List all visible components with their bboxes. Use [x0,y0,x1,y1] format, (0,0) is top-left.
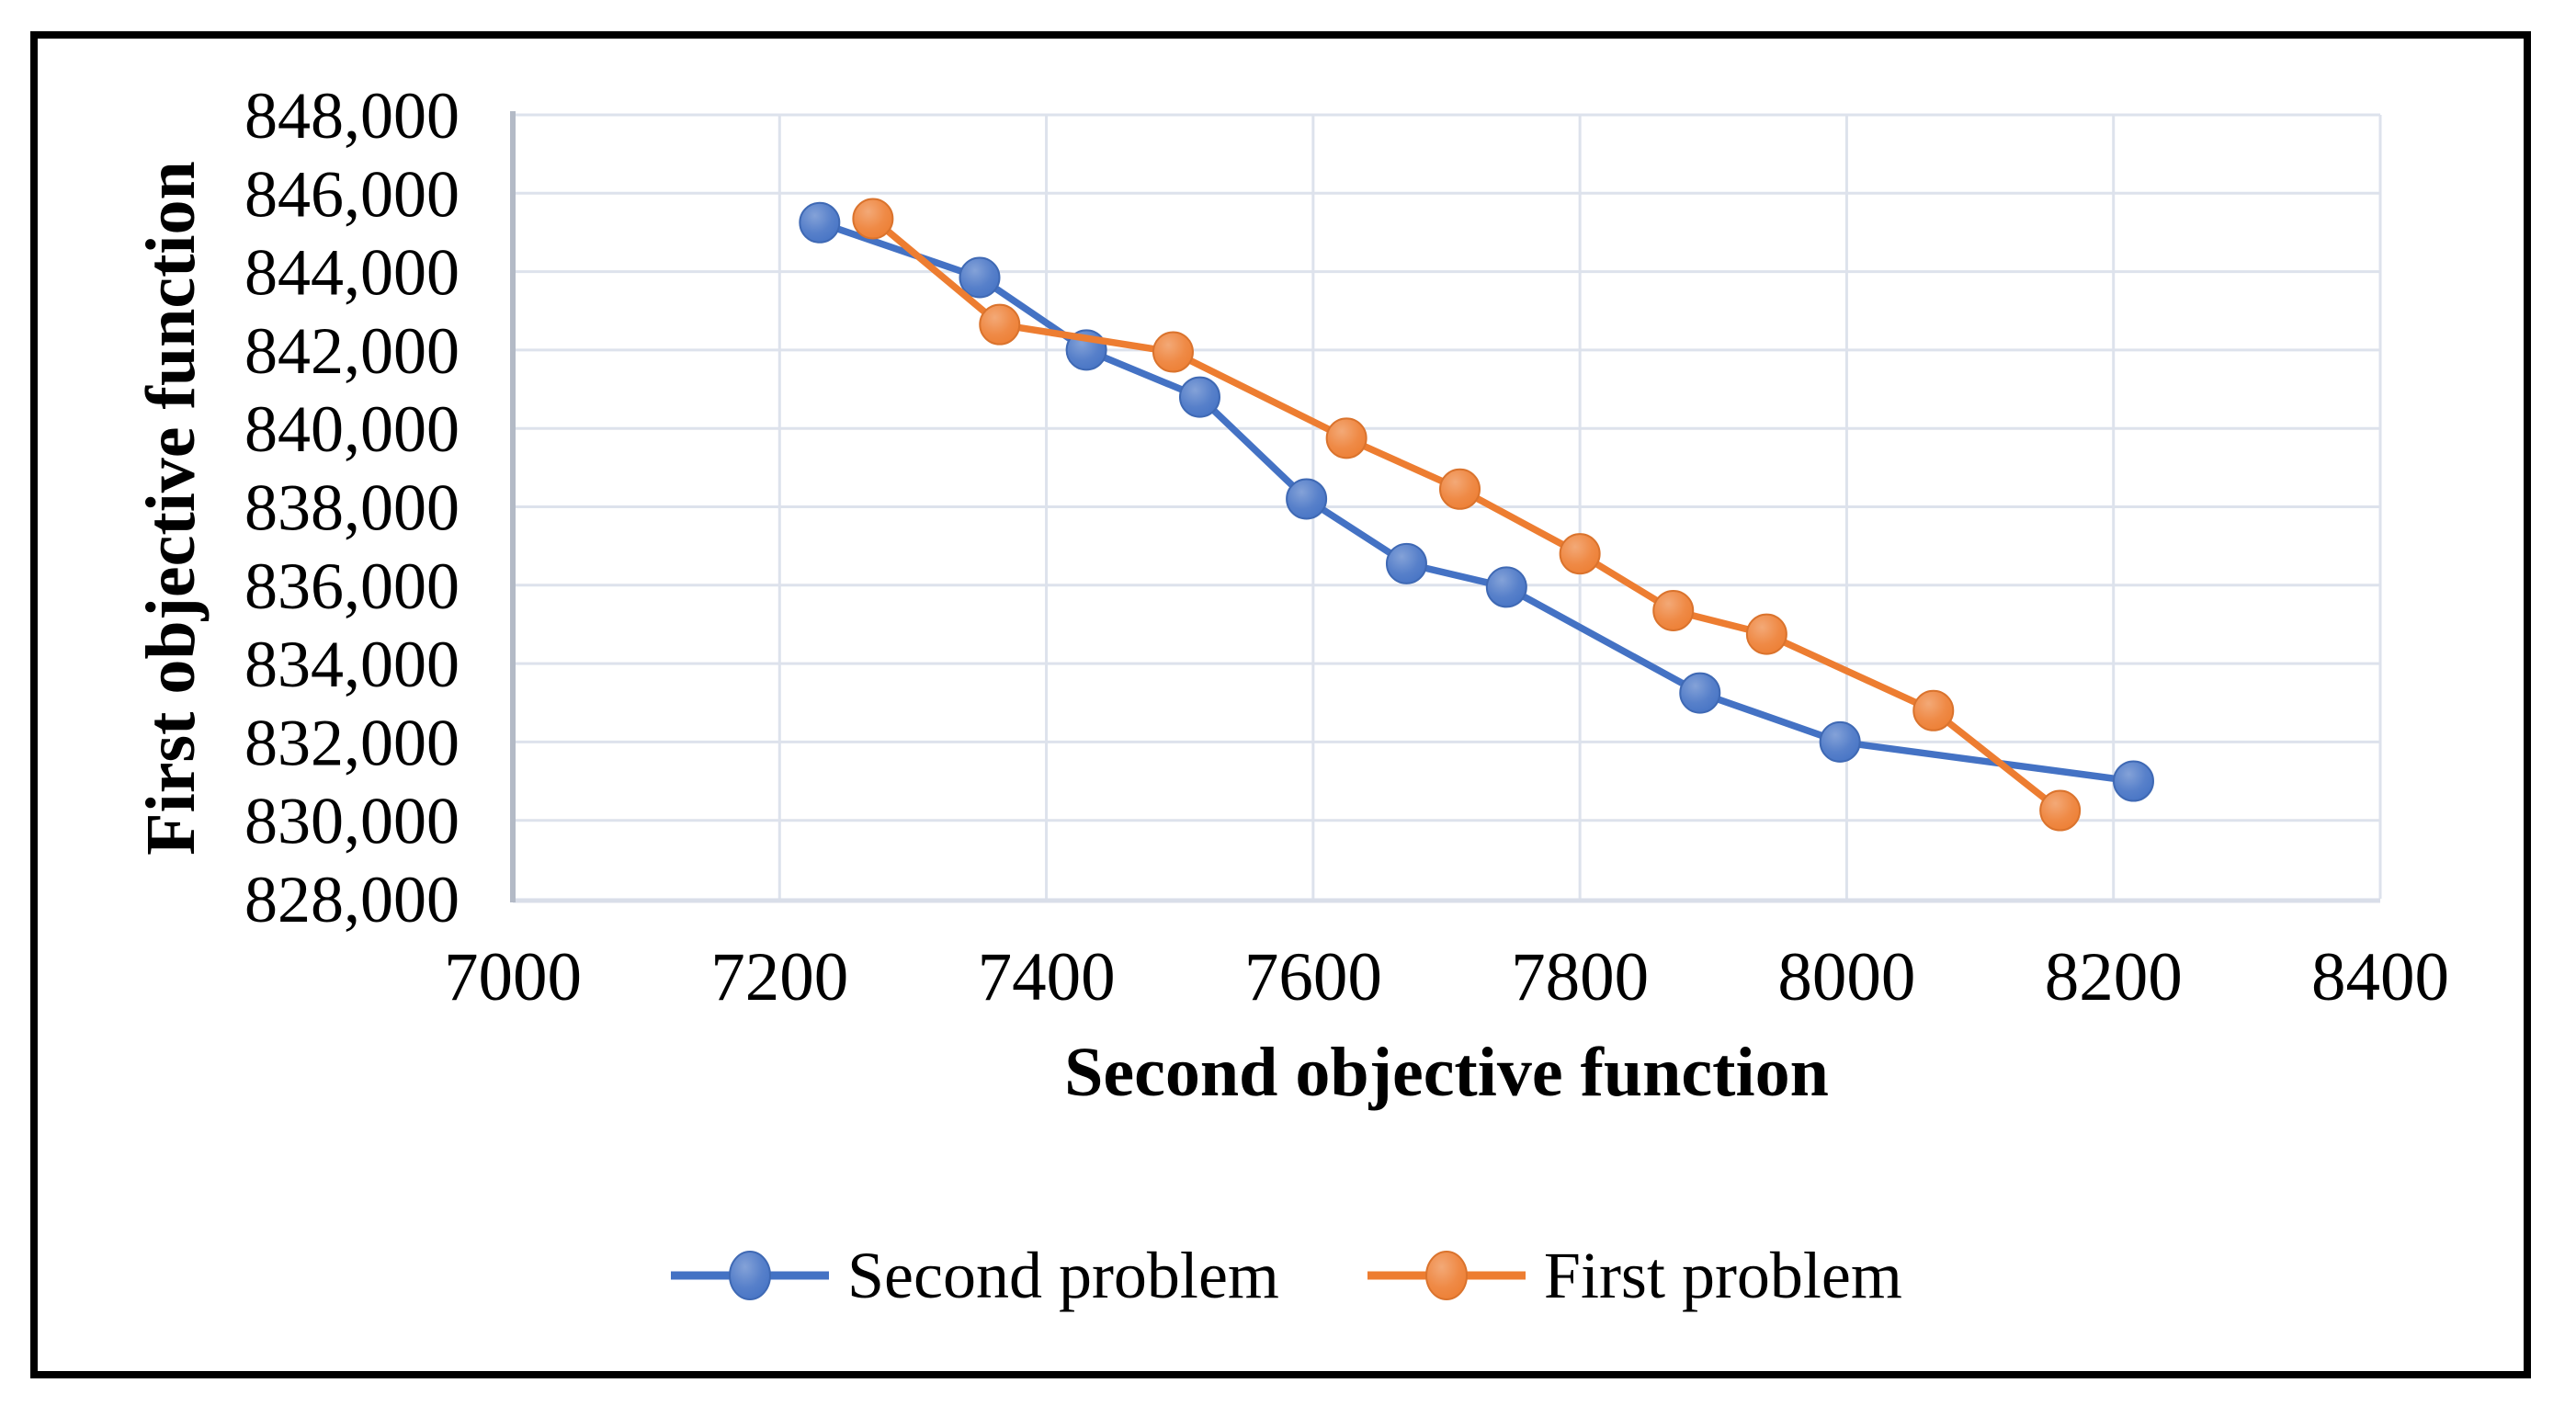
legend-label-first-problem: First problem [1543,1238,1902,1312]
x-tick-label: 7800 [1511,939,1649,1015]
legend-dot [729,1251,771,1300]
x-tick-label: 8400 [2311,939,2449,1015]
x-tick-label: 7600 [1244,939,1382,1015]
y-tick-label: 842,000 [244,314,460,388]
data-point-marker-second-problem [1178,376,1220,418]
chart-legend: Second problem First problem [667,1228,1902,1323]
data-point-marker-second-problem [1819,720,1861,763]
y-tick-label: 836,000 [244,550,460,623]
data-point-marker-first-problem [1439,468,1481,510]
y-tick-label: 838,000 [244,471,460,545]
data-point-marker-first-problem [1745,613,1787,655]
data-point-marker-second-problem [1385,542,1427,584]
legend-dot [1424,1251,1468,1300]
data-point-marker-first-problem [1325,417,1367,459]
data-point-marker-second-problem [1679,672,1721,714]
data-point-marker-first-problem [2039,789,2082,832]
y-tick-label: 846,000 [244,157,460,231]
data-point-marker-second-problem [799,201,841,244]
x-axis-title: Second objective function [1064,1034,1829,1111]
data-point-marker-first-problem [1559,533,1601,575]
y-tick-label: 832,000 [244,706,460,779]
data-point-marker-second-problem [1485,566,1527,608]
x-tick-label: 7400 [978,939,1116,1015]
data-point-marker-first-problem [1652,590,1695,632]
data-point-marker-second-problem [2112,760,2154,802]
data-point-marker-second-problem [1286,478,1328,520]
series-line-first-problem [869,215,2064,814]
y-tick-label: 844,000 [244,236,460,310]
y-tick-label: 848,000 [244,79,460,153]
x-tick-label: 8200 [2045,939,2183,1015]
data-point-marker-first-problem [979,303,1021,346]
x-tick-label: 8000 [1777,939,1915,1015]
legend-marker-first-problem-icon [1367,1251,1526,1300]
y-tick-label: 828,000 [244,863,460,936]
x-tick-label: 7000 [444,939,582,1015]
y-axis-title: First objective function [132,161,210,856]
y-tick-label: 830,000 [244,785,460,858]
data-point-marker-first-problem [1152,331,1194,373]
series-line-second-problem [816,219,2138,785]
y-tick-label: 834,000 [244,628,460,701]
data-point-marker-first-problem [852,198,894,240]
x-tick-label: 7200 [710,939,848,1015]
legend-item-second-problem: Second problem [667,1238,1279,1314]
legend-item-first-problem: First problem [1364,1238,1902,1314]
y-tick-label: 840,000 [244,392,460,466]
data-point-marker-second-problem [959,256,1001,299]
data-point-marker-first-problem [1912,689,1955,731]
legend-label-second-problem: Second problem [847,1238,1279,1312]
legend-marker-second-problem-icon [671,1251,829,1300]
